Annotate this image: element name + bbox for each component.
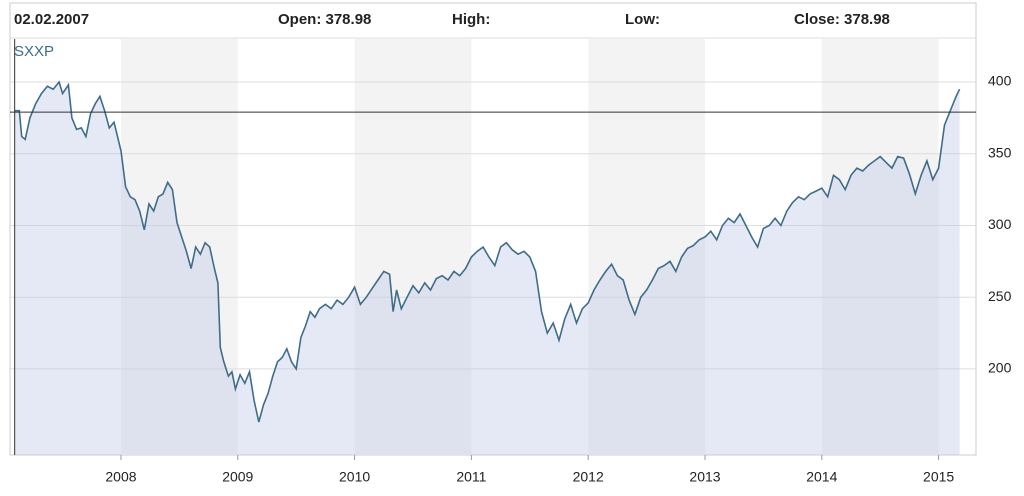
line <box>14 80 961 423</box>
year-band <box>821 39 939 455</box>
x-tick-label: 2009 <box>222 469 253 485</box>
x-tick-label: 2008 <box>105 469 136 485</box>
year-band <box>120 39 238 455</box>
series-label: SXXP <box>14 43 54 60</box>
y-tick-label: 350 <box>988 144 1012 160</box>
area <box>14 82 960 455</box>
x-tick-label: 2015 <box>923 469 954 485</box>
x-tick-label: 2012 <box>573 469 604 485</box>
header-low: Low: <box>625 11 660 28</box>
y-tick-label: 200 <box>988 360 1012 376</box>
frame <box>9 2 977 456</box>
year-band <box>354 39 472 455</box>
year-band <box>588 39 706 455</box>
x-tick-label: 2014 <box>806 469 837 485</box>
header-high: High: <box>452 11 490 28</box>
header-open: Open: 378.98 <box>278 11 371 28</box>
x-tick-label: 2013 <box>689 469 720 485</box>
x-tick-label: 2011 <box>456 469 486 485</box>
x-tick-label: 2010 <box>339 469 370 485</box>
header-date: 02.02.2007 <box>14 11 89 28</box>
y-tick-label: 250 <box>988 288 1012 304</box>
y-tick-label: 300 <box>988 216 1012 232</box>
header-close: Close: 378.98 <box>794 11 890 28</box>
y-tick-label: 400 <box>988 73 1012 89</box>
plot-area: 200 250 300 350 400 2008 2009 2010 2011 2012 2013 2… <box>10 39 1012 485</box>
